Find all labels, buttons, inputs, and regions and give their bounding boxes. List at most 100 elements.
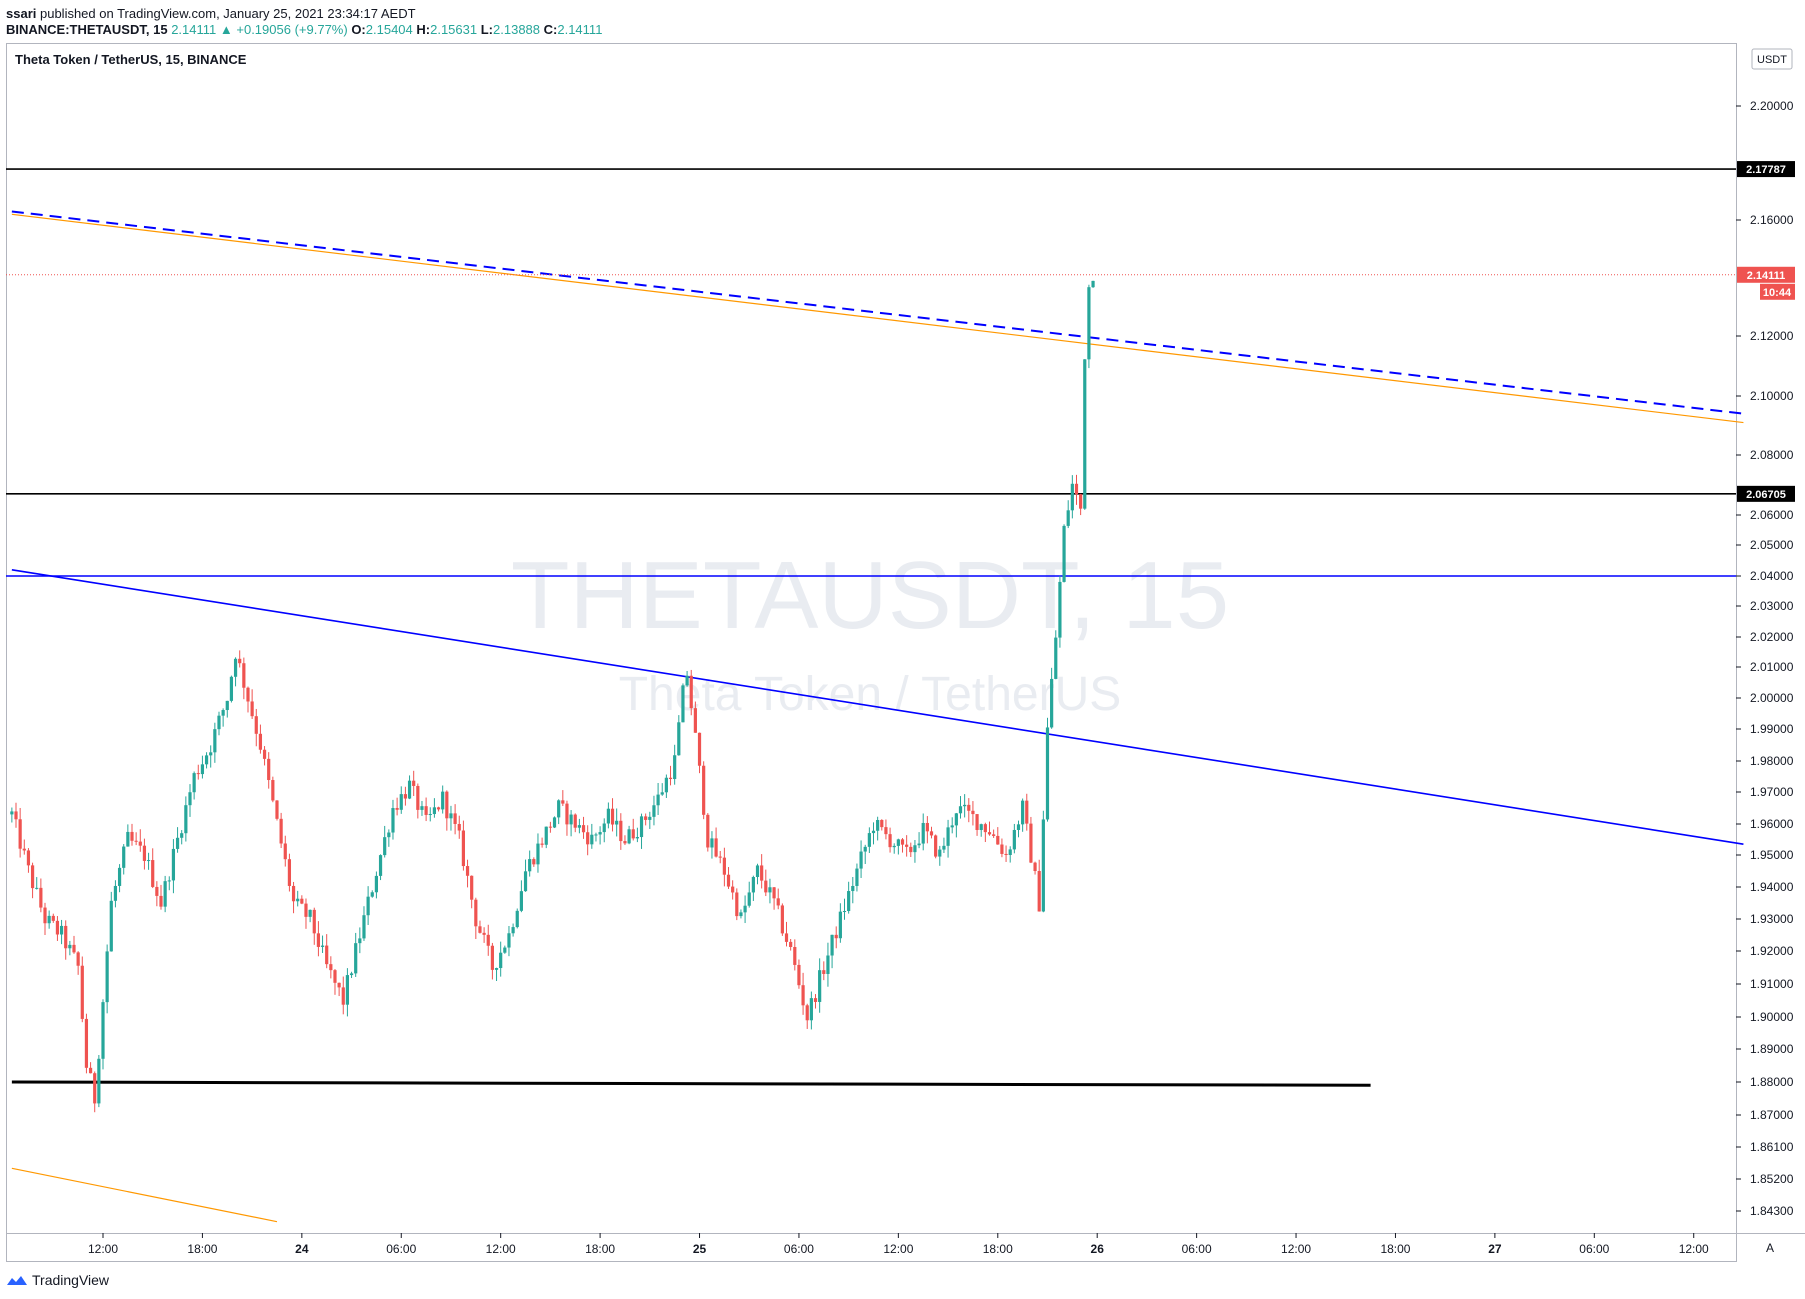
candle-body <box>838 911 842 939</box>
time-tick-label: 26 <box>1091 1242 1105 1256</box>
currency-badge[interactable] <box>1751 48 1793 70</box>
candle-body <box>606 808 610 824</box>
price-label-text: 2.17787 <box>1746 164 1786 176</box>
candle-body <box>871 830 876 834</box>
candle-body <box>958 806 963 814</box>
candle-body <box>590 834 594 845</box>
time-tick-label: 27 <box>1488 1242 1502 1256</box>
candle-body <box>300 898 304 904</box>
candle-body <box>233 658 238 677</box>
candle-body <box>320 945 325 947</box>
candle-body <box>242 663 246 688</box>
time-tick-label: 06:00 <box>386 1242 416 1256</box>
candle-body <box>855 868 859 886</box>
candle-body <box>101 1002 105 1059</box>
candle-body <box>47 915 51 924</box>
candle-body <box>867 833 871 847</box>
candle-body <box>279 818 283 844</box>
candle-body <box>528 859 532 872</box>
price-tick-label: 1.85200 <box>1750 1172 1794 1186</box>
candle-body <box>109 900 113 952</box>
watermark-symbol: THETAUSDT, 15 <box>511 542 1229 649</box>
candle-body <box>971 810 975 815</box>
candle-body <box>370 892 374 897</box>
candle-body <box>735 892 739 917</box>
price-label-box <box>1737 266 1795 283</box>
price-label-text: 2.14111 <box>1747 270 1786 282</box>
chart-frame <box>6 43 1737 1262</box>
time-axis[interactable]: 12:00 18:00 24 06:00 12:00 18:00 25 06:00 12:00 1… <box>88 1233 1709 1256</box>
time-tick-label: 18:00 <box>1380 1242 1410 1256</box>
candle-body <box>387 832 391 838</box>
candle-body <box>68 944 72 949</box>
candle-body <box>552 817 557 828</box>
candle-body <box>1062 525 1066 582</box>
candle-body <box>706 814 710 848</box>
price-tick-label: 1.98000 <box>1750 754 1794 768</box>
candle-body <box>685 675 689 686</box>
auto-scale-button[interactable]: A <box>1766 1241 1774 1255</box>
price-tick-label: 2.01000 <box>1750 660 1794 674</box>
candle-body <box>80 965 84 1019</box>
candle-body <box>304 903 308 917</box>
candle-body <box>822 970 826 974</box>
candle-body <box>834 934 838 939</box>
candle-body <box>619 820 623 842</box>
candle-body <box>287 859 292 886</box>
candle-body <box>610 808 615 825</box>
candle-body <box>540 843 544 845</box>
candle-body <box>813 998 818 1002</box>
candle-body <box>449 813 453 819</box>
candle-body <box>312 909 316 934</box>
candle-body <box>523 871 528 892</box>
tradingview-logo-icon <box>7 1276 27 1285</box>
price-axis[interactable]: 2.20000 2.16000 2.12000 2.10000 2.08000 2.060… <box>1736 99 1794 1218</box>
candle-body <box>905 844 909 847</box>
price-tick-label: 2.12000 <box>1750 329 1794 343</box>
publisher-name[interactable]: ssari <box>6 6 37 21</box>
candle-body <box>681 685 685 723</box>
candle-body <box>979 824 983 830</box>
candle-body <box>859 851 863 869</box>
candle-body <box>138 841 142 846</box>
candle-body <box>159 895 163 907</box>
candle-body <box>710 838 714 848</box>
price-tick-label: 2.06000 <box>1750 508 1794 522</box>
high-value: 2.15631 <box>430 22 478 37</box>
footer-brand-name: TradingView <box>32 1272 110 1288</box>
candle-body <box>1033 862 1037 872</box>
candle-body <box>22 848 26 851</box>
price-tick-label: 2.05000 <box>1750 538 1794 552</box>
candle-body <box>644 816 648 820</box>
price-tick-label: 1.86100 <box>1750 1140 1794 1154</box>
price-tick-label: 1.90000 <box>1750 1010 1794 1024</box>
candle-body <box>391 808 395 833</box>
price-label-box <box>1737 161 1795 178</box>
time-tick-label: 18:00 <box>187 1242 217 1256</box>
candle-body <box>428 814 432 816</box>
candle-body <box>30 865 35 889</box>
candles <box>10 280 1095 1113</box>
candle-body <box>557 800 561 818</box>
candle-body <box>1045 727 1050 820</box>
candle-body <box>515 910 519 928</box>
candle-body <box>503 947 507 953</box>
trend-line <box>11 1167 278 1223</box>
candle-body <box>797 964 801 986</box>
candle-body <box>291 885 296 902</box>
footer-branding[interactable]: TradingView <box>6 1272 109 1288</box>
candle-body <box>946 827 950 846</box>
candle-body <box>184 805 188 834</box>
candle-body <box>378 855 383 876</box>
candle-body <box>64 925 68 949</box>
candle-body <box>420 806 424 810</box>
candle-body <box>441 791 445 810</box>
candle-body <box>126 831 130 847</box>
candle-body <box>329 964 333 971</box>
price-tick-label: 1.88000 <box>1750 1075 1794 1089</box>
candle-body <box>474 899 478 927</box>
candle-body <box>1083 359 1087 509</box>
candle-body <box>847 891 851 912</box>
candle-body <box>403 794 408 799</box>
